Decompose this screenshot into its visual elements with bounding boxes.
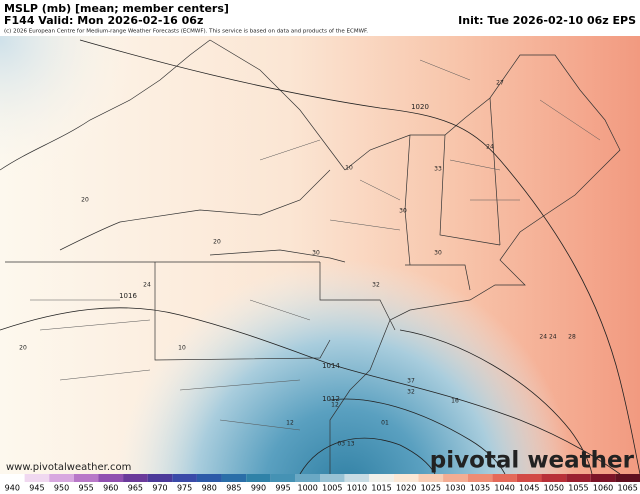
member-label: 10 <box>345 165 353 172</box>
colorbar-label: 960 <box>103 484 118 493</box>
colorbar-label: 980 <box>202 484 217 493</box>
colorbar-cell <box>492 474 517 482</box>
colorbar-cell <box>73 474 99 482</box>
contour-label: 1020 <box>411 103 429 111</box>
member-label: 01 <box>381 420 389 427</box>
init-time: Init: Tue 2026-02-10 06z EPS <box>458 14 636 27</box>
colorbar-cell <box>270 474 296 482</box>
member-label: 20 <box>213 239 221 246</box>
colorbar-label: 1015 <box>371 484 391 493</box>
colorbar-cell <box>196 474 222 482</box>
member-label: 24 <box>486 144 494 151</box>
colorbar-label: 1065 <box>618 484 638 493</box>
map <box>0 36 640 475</box>
member-label: 24 24 <box>539 334 556 341</box>
member-label: 24 <box>143 282 151 289</box>
colorbar-cell <box>467 474 493 482</box>
colorbar-label: 1010 <box>347 484 367 493</box>
colorbar-cell <box>516 474 542 482</box>
member-label: 30 <box>399 208 407 215</box>
colorbar-label: 1040 <box>494 484 514 493</box>
colorbar-label: 945 <box>29 484 44 493</box>
colorbar-cell <box>541 474 567 482</box>
member-label: 12 <box>286 420 294 427</box>
colorbar-label: 970 <box>152 484 167 493</box>
colorbar-cell <box>24 474 50 482</box>
watermark: www.pivotalweather.com <box>6 462 131 473</box>
colorbar-cell <box>147 474 173 482</box>
colorbar-label: 1000 <box>298 484 318 493</box>
colorbar-cell <box>443 474 468 482</box>
colorbar-cell <box>172 474 197 482</box>
colorbar-label: 1025 <box>421 484 441 493</box>
colorbar-cell <box>221 474 247 482</box>
member-label: 20 <box>19 345 27 352</box>
colorbar-label: 940 <box>5 484 20 493</box>
colorbar-label: 965 <box>128 484 143 493</box>
colorbar-label: 1045 <box>519 484 539 493</box>
colorbar-label: 1020 <box>396 484 416 493</box>
member-label: 12 <box>331 402 339 409</box>
member-label: 37 <box>407 378 415 385</box>
colorbar-label: 950 <box>54 484 69 493</box>
colorbar-label: 1060 <box>593 484 613 493</box>
member-label: 20 <box>81 197 89 204</box>
member-label: 27 <box>496 80 504 87</box>
colorbar-label: 990 <box>251 484 266 493</box>
member-label: 32 <box>372 282 380 289</box>
contour-label: 1014 <box>322 362 340 370</box>
colorbar-cell <box>566 474 591 482</box>
member-label: 30 <box>312 250 320 257</box>
colorbar-cell <box>295 474 320 482</box>
logo: pivotal weather <box>430 448 635 474</box>
contour-label: 1016 <box>119 292 137 300</box>
valid-time: F144 Valid: Mon 2026-02-16 06z <box>4 14 203 27</box>
colorbar-cell <box>393 474 419 482</box>
member-label: 03 13 <box>337 441 354 448</box>
member-label: 30 <box>434 250 442 257</box>
colorbar-cell <box>320 474 345 482</box>
header-bar <box>0 0 640 36</box>
member-label: 28 <box>568 334 576 341</box>
colorbar-cell <box>344 474 370 482</box>
colorbar-label: 975 <box>177 484 192 493</box>
colorbar-label: 1030 <box>445 484 465 493</box>
colorbar-label: 955 <box>79 484 94 493</box>
credit: (c) 2026 European Centre for Medium-rang… <box>4 29 368 35</box>
colorbar-cell <box>590 474 616 482</box>
colorbar-cell <box>369 474 394 482</box>
colorbar-cell <box>418 474 444 482</box>
colorbar-cell <box>0 474 25 482</box>
colorbar-label: 985 <box>226 484 241 493</box>
colorbar-label: 1005 <box>322 484 342 493</box>
member-label: 32 <box>407 389 415 396</box>
member-label: 10 <box>178 345 186 352</box>
member-label: 16 <box>451 398 459 405</box>
colorbar: 940 945 950 955 960 965 970 975 980 985 990 995 1000… <box>0 474 640 493</box>
colorbar-label: 1035 <box>470 484 490 493</box>
colorbar-cell <box>246 474 271 482</box>
colorbar-cell <box>98 474 124 482</box>
colorbar-label: 995 <box>275 484 290 493</box>
colorbar-cell <box>49 474 74 482</box>
title: MSLP (mb) [mean; member centers] <box>4 2 229 15</box>
colorbar-cell <box>123 474 148 482</box>
colorbar-label: 1055 <box>568 484 588 493</box>
colorbar-cell <box>615 474 640 482</box>
member-label: 33 <box>434 166 442 173</box>
colorbar-label: 1050 <box>544 484 564 493</box>
contour-label: 1012 <box>322 395 340 403</box>
